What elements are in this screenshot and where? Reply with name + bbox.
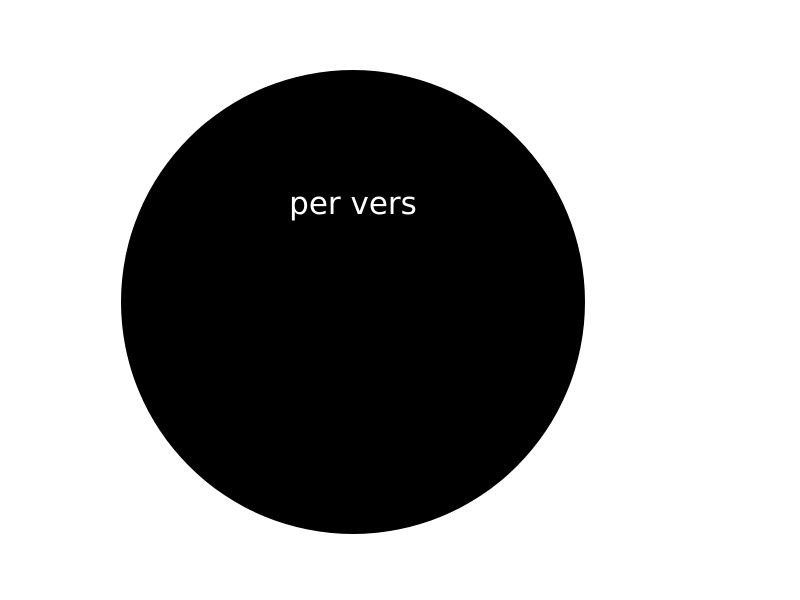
- circle-label: per vers: [289, 186, 417, 222]
- black-circle: [121, 70, 585, 534]
